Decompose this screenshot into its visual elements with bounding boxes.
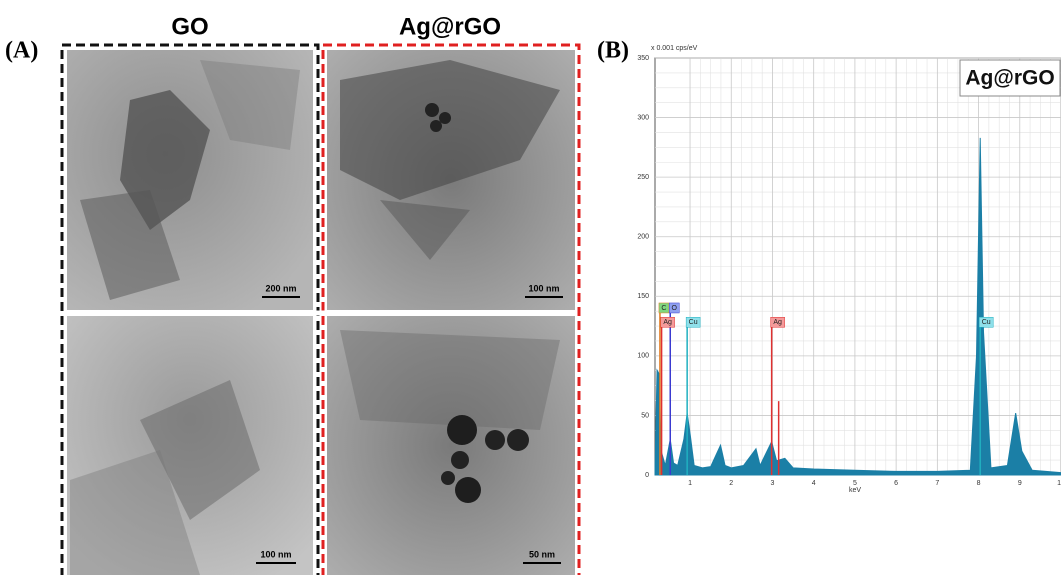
y-tick-label: 100 xyxy=(637,353,649,360)
element-label: C xyxy=(661,305,666,312)
x-tick-label: 9 xyxy=(1018,480,1022,487)
x-axis-label: keV xyxy=(849,487,861,494)
y-tick-label: 150 xyxy=(637,293,649,300)
element-box xyxy=(685,317,701,328)
x-tick-label: 3 xyxy=(771,480,775,487)
x-tick-label: 2 xyxy=(729,480,733,487)
y-tick-label: 300 xyxy=(637,114,649,121)
x-tick-label: 8 xyxy=(977,480,981,487)
element-label: Cu xyxy=(689,319,698,326)
y-tick-label: 250 xyxy=(637,174,649,181)
x-tick-label: 10 xyxy=(1057,480,1061,487)
spectrum xyxy=(654,137,1061,476)
tem-image xyxy=(327,316,575,575)
element-box xyxy=(660,317,675,328)
x-tick-label: 4 xyxy=(812,480,816,487)
scale-bar-label: 50 nm xyxy=(529,549,555,559)
element-label: Ag xyxy=(663,319,672,326)
element-label: Cu xyxy=(982,319,991,326)
scale-bar-label: 100 nm xyxy=(528,283,559,293)
scale-bars: 200 nm 100 nm 100 nm 50 nm xyxy=(256,283,563,564)
element-box xyxy=(770,317,785,328)
y-unit: x 0.001 cps/eV xyxy=(651,45,698,52)
element-box xyxy=(978,317,994,328)
x-tick-label: 5 xyxy=(853,480,857,487)
x-tick-label: 7 xyxy=(935,480,939,487)
tem-images xyxy=(67,50,575,575)
element-box xyxy=(669,302,680,314)
element-box xyxy=(658,302,670,314)
element-label: O xyxy=(672,305,678,312)
agrgo-frame xyxy=(321,43,581,575)
scale-bar-label: 100 nm xyxy=(260,549,291,559)
plot: 05010015020025030035012345678910COAgCuAg… xyxy=(637,55,1061,487)
panel-label: (A) xyxy=(5,38,38,64)
x-tick-label: 1 xyxy=(688,480,692,487)
y-tick-label: 200 xyxy=(637,234,649,241)
annotation-box xyxy=(959,59,1061,97)
annotation: Ag@rGO xyxy=(965,67,1054,90)
panel-label: (B) xyxy=(597,38,629,64)
y-tick-label: 0 xyxy=(645,472,649,479)
element-label: Ag xyxy=(773,319,782,326)
column-title: GO xyxy=(171,13,208,40)
y-tick-label: 350 xyxy=(637,55,649,62)
scale-bar-label: 200 nm xyxy=(265,283,296,293)
x-tick-label: 6 xyxy=(894,480,898,487)
column-title: Ag@rGO xyxy=(399,13,501,40)
y-tick-label: 50 xyxy=(641,412,649,419)
